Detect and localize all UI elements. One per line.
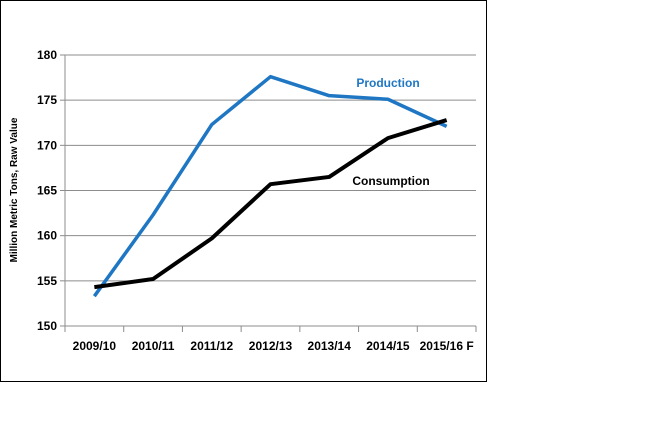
y-tick-label: 175 (37, 93, 57, 107)
x-tick-label: 2009/10 (73, 339, 117, 353)
y-tick-label: 155 (37, 274, 57, 288)
x-tick-label: 2010/11 (132, 339, 175, 353)
labels: Production Consumption (352, 76, 429, 188)
y-tick-label: 160 (37, 229, 57, 243)
series-lines (92, 74, 448, 298)
axes: 150 155 160 165 170 175 180 2009/10 2010/11 2011/… (37, 48, 477, 353)
y-axis-title: Million Metric Tons, Raw Value (9, 117, 20, 262)
y-tick-label: 150 (37, 319, 57, 333)
y-tick-label: 165 (37, 184, 57, 198)
x-tick-label: 2013/14 (308, 339, 352, 353)
x-tick-label: 2015/16 F (420, 339, 474, 353)
x-tick-label: 2012/13 (249, 339, 293, 353)
y-tick-label: 180 (37, 48, 57, 62)
x-tick-label: 2011/12 (190, 339, 233, 353)
y-tick-label: 170 (37, 138, 57, 152)
x-tick-label: 2014/15 (366, 339, 410, 353)
production-label: Production (356, 76, 419, 90)
consumption-label: Consumption (352, 174, 429, 188)
